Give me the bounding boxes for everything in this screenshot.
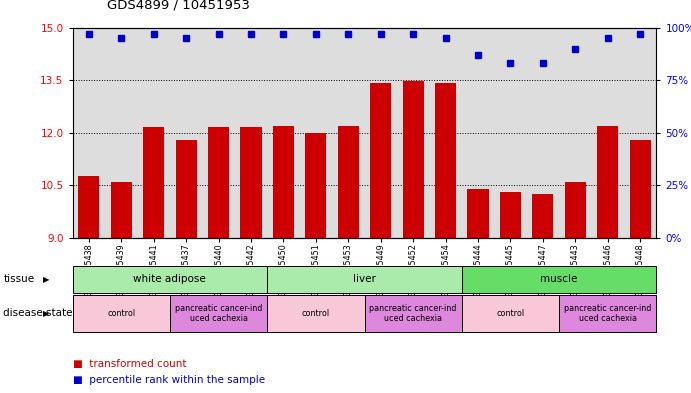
Bar [240,127,261,393]
Text: control: control [496,309,524,318]
Text: liver: liver [353,274,376,285]
Bar [500,192,521,393]
Text: GDS4899 / 10451953: GDS4899 / 10451953 [107,0,250,12]
Bar [111,182,132,393]
Bar [597,126,618,393]
Bar [630,140,651,393]
Text: control: control [302,309,330,318]
Bar [143,127,164,393]
Text: pancreatic cancer-ind
uced cachexia: pancreatic cancer-ind uced cachexia [564,304,652,323]
Text: muscle: muscle [540,274,578,285]
Text: disease state: disease state [3,309,73,318]
Bar [176,140,197,393]
Bar [403,81,424,393]
Bar [208,127,229,393]
Text: ■  transformed count: ■ transformed count [73,358,186,369]
Text: ▶: ▶ [43,275,49,284]
Text: ■  percentile rank within the sample: ■ percentile rank within the sample [73,375,265,386]
Bar [532,194,553,393]
Text: pancreatic cancer-ind
uced cachexia: pancreatic cancer-ind uced cachexia [175,304,262,323]
Bar [435,83,456,393]
Bar [565,182,586,393]
Bar [273,126,294,393]
Bar [370,83,391,393]
Bar [305,132,326,393]
Text: pancreatic cancer-ind
uced cachexia: pancreatic cancer-ind uced cachexia [370,304,457,323]
Text: white adipose: white adipose [133,274,206,285]
Text: ▶: ▶ [43,309,49,318]
Text: control: control [107,309,135,318]
Bar [338,126,359,393]
Bar [468,189,489,393]
Bar [78,176,100,393]
Text: tissue: tissue [3,274,35,285]
